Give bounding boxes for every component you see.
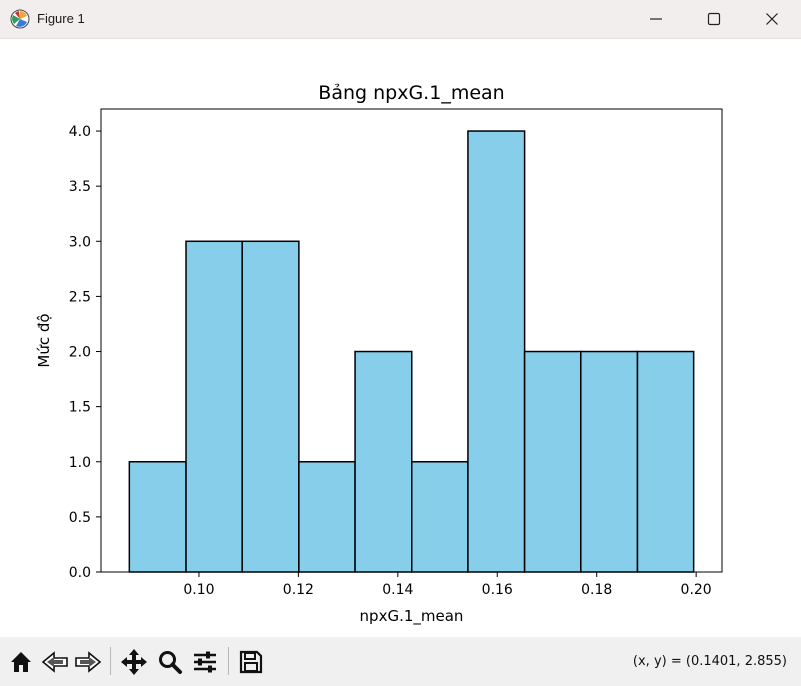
home-button[interactable] — [6, 647, 36, 677]
y-tick-label: 0.5 — [69, 510, 91, 526]
histogram-bar — [580, 350, 639, 573]
x-tick-label: 0.14 — [382, 582, 413, 598]
y-tick-label: 0.0 — [69, 565, 91, 581]
histogram-bar — [354, 350, 413, 573]
forward-button[interactable] — [73, 647, 103, 677]
close-button[interactable] — [743, 0, 801, 38]
zoom-button[interactable] — [155, 647, 185, 677]
y-tick-label: 1.0 — [69, 455, 91, 471]
x-tick-label: 0.10 — [183, 582, 214, 598]
navigation-toolbar: (x, y) = (0.1401, 2.855) — [0, 637, 801, 686]
window-title: Figure 1 — [37, 11, 85, 26]
zoom-icon — [159, 651, 182, 674]
y-tick-label: 2.5 — [69, 289, 91, 305]
histogram-bar — [523, 350, 582, 573]
histogram-bar — [185, 240, 243, 573]
home-icon — [11, 652, 31, 672]
histogram-bar — [298, 461, 356, 573]
forward-icon — [75, 651, 102, 673]
cursor-coordinates: (x, y) = (0.1401, 2.855) — [632, 654, 787, 669]
x-axis-label: npxG.1_mean — [360, 607, 464, 626]
pan-icon — [121, 649, 147, 675]
toolbar-separator — [110, 647, 111, 675]
histogram-chart: 0.10 0.12 0.14 0.16 0.18 0.20 0.0 0.5 1.0 1.5 2.0… — [35, 82, 723, 626]
back-icon — [41, 651, 68, 673]
y-axis-label: Mức độ — [35, 313, 53, 367]
histogram-bar — [241, 240, 300, 573]
figure-canvas[interactable]: 0.10 0.12 0.14 0.16 0.18 0.20 0.0 0.5 1.0 1.5 2.0… — [0, 39, 801, 637]
maximize-icon — [707, 12, 721, 26]
minimize-icon — [650, 18, 662, 20]
y-tick-label: 1.5 — [69, 400, 91, 416]
pan-button[interactable] — [119, 647, 149, 677]
title-bar: Figure 1 — [0, 0, 801, 39]
x-tick-label: 0.16 — [482, 582, 513, 598]
x-tick-label: 0.12 — [283, 582, 314, 598]
matplotlib-icon — [10, 9, 30, 29]
x-tick-label: 0.20 — [681, 582, 712, 598]
close-icon — [766, 13, 778, 25]
x-tick-label: 0.18 — [581, 582, 612, 598]
histogram-bar — [636, 350, 695, 573]
save-icon — [239, 650, 263, 674]
configure-subplots-button[interactable] — [190, 647, 220, 677]
y-tick-label: 2.0 — [69, 345, 91, 361]
maximize-button[interactable] — [685, 0, 743, 38]
histogram-bar — [410, 461, 469, 573]
y-tick-label: 4.0 — [69, 124, 91, 140]
configure-subplots-icon — [194, 651, 216, 673]
toolbar-separator — [228, 647, 229, 675]
histogram-bar — [128, 461, 187, 573]
histogram-bar — [467, 130, 526, 573]
chart-title: Bảng npxG.1_mean — [318, 82, 504, 104]
y-tick-label: 3.0 — [69, 234, 91, 250]
back-button[interactable] — [40, 647, 70, 677]
minimize-button[interactable] — [627, 0, 685, 38]
y-tick-label: 3.5 — [69, 179, 91, 195]
save-button[interactable] — [236, 647, 266, 677]
axes-frame — [100, 108, 723, 573]
